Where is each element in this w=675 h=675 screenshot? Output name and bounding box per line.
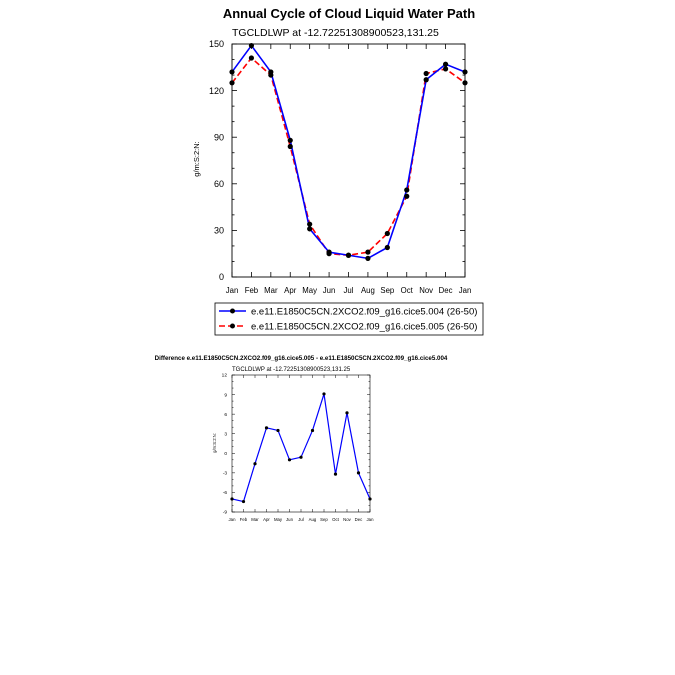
chart2-xtick-label: Jul	[298, 517, 304, 522]
chart1-legend: e.e11.E1850C5CN.2XCO2.f09_g16.cice5.004 …	[214, 302, 484, 336]
chart1-series-2-point	[307, 221, 313, 227]
chart1-frame	[231, 43, 466, 278]
chart1-ytick-label: 60	[214, 179, 224, 189]
chart2-xtick-label: Jan	[367, 517, 375, 522]
chart1-xtick-label: Jul	[344, 286, 354, 295]
chart1-series-2-point	[326, 251, 332, 257]
chart2-series-1-point	[368, 497, 372, 501]
chart2-ytick-label: 6	[224, 412, 227, 418]
chart1-series-2-line	[231, 57, 466, 257]
chart2-xtick-label: Sep	[320, 517, 328, 522]
chart1-series-2-point	[229, 80, 235, 86]
chart1-xtick-label: Jan	[459, 286, 472, 295]
legend-label-series1: e.e11.E1850C5CN.2XCO2.f09_g16.cice5.004 …	[251, 307, 477, 318]
chart1-xtick-label: Oct	[401, 286, 414, 295]
chart1-xtick-label: Feb	[245, 286, 259, 295]
chart1-series-1-point	[462, 69, 468, 75]
chart2-ytick-label: -9	[223, 510, 228, 516]
chart2-frame	[231, 374, 371, 513]
chart1-plot-area: 0 30 60 90 120 150 Jan Feb Mar Apr May Jun Jul Aug Sep…	[209, 39, 471, 295]
chart1-series-1-point	[404, 187, 410, 193]
chart2-ytick-label: 3	[224, 431, 227, 437]
chart2-ytick-label: -3	[223, 471, 228, 477]
chart1-series-2-point	[287, 143, 293, 150]
chart1-xtick-label: Dec	[439, 286, 453, 295]
chart1-ytick-label: 120	[209, 86, 224, 96]
chart1-series-1-point	[423, 77, 429, 83]
chart1-series-1-point	[287, 137, 293, 143]
chart1-xtick-label: Aug	[361, 286, 375, 295]
chart1-ytick-label: 150	[209, 39, 224, 49]
chart2-series-1-point	[241, 499, 246, 504]
chart2-ytick-label: 9	[224, 392, 227, 398]
chart2-ylabel: g/m:S:2:N:	[212, 433, 217, 453]
chart1-series-1-point	[248, 42, 255, 49]
chart1-series-2-point	[268, 72, 274, 78]
chart2-xtick-label: Nov	[343, 517, 351, 522]
chart2-ytick-label: 0	[224, 451, 227, 457]
chart1-ylabel: g/m:S:2:N:	[192, 141, 201, 176]
chart2-series-1-point	[310, 428, 315, 433]
chart1-series-2-point	[365, 249, 371, 255]
chart1-series-2-point	[423, 70, 429, 77]
chart1-subtitle: TGCLDLWP at -12.72251308900523,131.25	[232, 27, 439, 39]
chart1-xtick-label: Nov	[419, 286, 433, 295]
chart1-title: Annual Cycle of Cloud Liquid Water Path	[223, 6, 475, 21]
legend-label-series2: e.e11.E1850C5CN.2XCO2.f09_g16.cice5.005 …	[251, 322, 477, 333]
chart2-xtick-label: May	[274, 517, 283, 522]
chart1-xtick-label: Sep	[380, 286, 395, 295]
chart1-xtick-label: Jun	[323, 286, 336, 295]
legend-marker-series1	[230, 308, 235, 314]
chart1-series-2-point	[384, 230, 390, 237]
chart1-series-1-point	[365, 255, 371, 261]
chart2-series-1-point	[253, 462, 257, 466]
chart2-title: Difference e.e11.E1850C5CN.2XCO2.f09_g16…	[155, 355, 448, 362]
chart2-series-1-point	[264, 426, 269, 430]
chart2-series-1-point	[299, 455, 303, 459]
chart2-xtick-label: Jan	[229, 517, 237, 522]
chart1-xtick-label: May	[302, 286, 317, 295]
chart2-ytick-label: -6	[223, 490, 228, 496]
legend-frame	[214, 302, 484, 336]
chart1-series-1-line	[231, 44, 466, 260]
chart2-series-1-point	[230, 497, 234, 501]
chart1-series-1-point	[384, 244, 390, 251]
chart2-series-1-point	[356, 471, 361, 475]
chart2-xtick-label: Dec	[355, 517, 363, 522]
chart2-series-1-point	[276, 428, 280, 433]
chart2-series-1-point	[287, 458, 292, 462]
chart2-series-1-point	[345, 411, 349, 415]
chart2-series-1-point	[333, 472, 338, 476]
chart1-xtick-label: Apr	[284, 286, 297, 295]
chart2-xtick-label: Aug	[309, 517, 317, 522]
chart1-series-2-point	[345, 252, 352, 258]
chart1-series-2-point	[404, 193, 410, 199]
chart1-ytick-label: 0	[219, 272, 224, 282]
chart1-series-2-point	[248, 55, 255, 61]
chart2-xtick-label: Apr	[263, 517, 270, 522]
chart1-xtick-label: Jan	[226, 286, 239, 295]
chart1-series-2-point	[442, 66, 449, 72]
chart2-xtick-label: Feb	[240, 517, 248, 522]
chart2-series-1-point	[322, 392, 326, 396]
chart2-xtick-label: Jun	[286, 517, 294, 522]
chart1-xtick-label: Mar	[264, 286, 278, 295]
chart2-subtitle: TGCLDLWP at -12.72251308900523,131.25	[232, 367, 351, 373]
chart2-ytick-label: 12	[222, 373, 228, 379]
chart1-ytick-label: 30	[214, 226, 224, 236]
chart1-ytick-label: 90	[214, 132, 224, 142]
chart2-series-1-line	[231, 393, 371, 503]
chart1-series-1-point	[442, 61, 449, 67]
chart1-series-1-point	[229, 69, 235, 75]
chart1-series-2-point	[462, 80, 468, 86]
chart1-series-1-point	[307, 226, 313, 232]
chart2-xtick-label: Oct	[332, 517, 339, 522]
legend-marker-series2	[230, 323, 235, 329]
chart2-xtick-label: Mar	[251, 517, 259, 522]
